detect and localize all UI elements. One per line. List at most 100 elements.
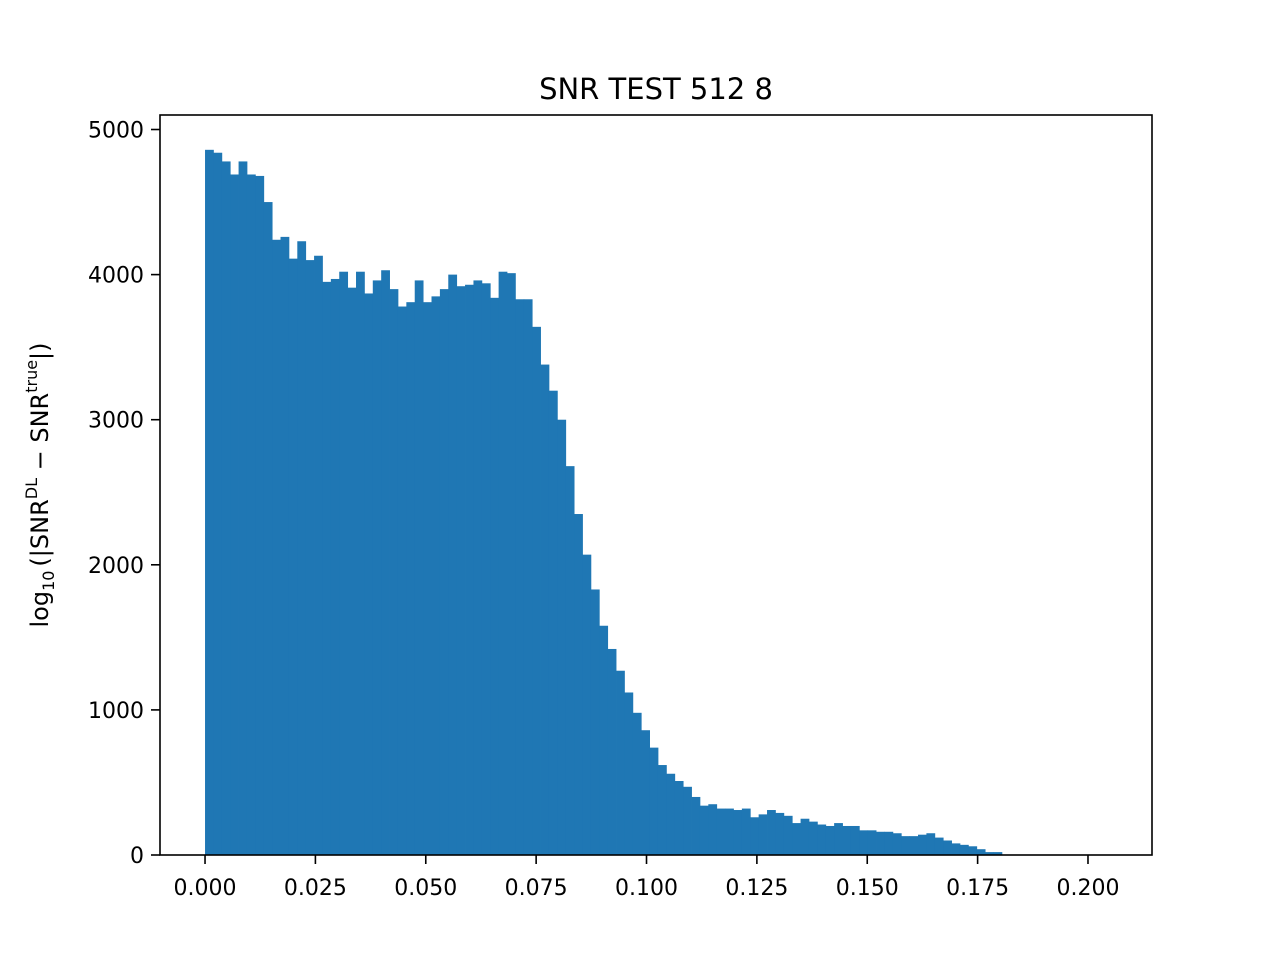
histogram-bar — [456, 286, 466, 856]
histogram-bar — [280, 236, 290, 855]
histogram-bar — [901, 836, 911, 855]
histogram-bar — [548, 390, 558, 855]
histogram-bar — [557, 419, 567, 855]
histogram-bar — [532, 326, 541, 856]
histogram-bar — [473, 280, 483, 855]
histogram-bar — [406, 302, 416, 855]
ylabel-snr-true: − SNR — [26, 393, 54, 478]
histogram-bar — [666, 773, 676, 855]
histogram-bar — [305, 260, 315, 856]
histogram-bar — [314, 255, 323, 855]
histogram-bar — [582, 554, 592, 855]
histogram-bar — [699, 805, 709, 855]
histogram-bar — [632, 712, 642, 855]
histogram-bar — [431, 296, 441, 855]
histogram-bar — [817, 824, 827, 855]
histogram-bar — [205, 149, 214, 855]
histogram-bar — [414, 280, 424, 855]
histogram-bar — [590, 589, 600, 855]
histogram-bar — [926, 833, 936, 855]
histogram-bar — [808, 821, 818, 855]
histogram-bar — [825, 825, 835, 855]
ylabel-superscript-dl: DL — [22, 478, 41, 499]
y-axis: 0 1000 2000 3000 4000 5000 — [88, 119, 160, 869]
y-tick-label: 4000 — [88, 264, 144, 289]
histogram-bar — [347, 287, 357, 855]
histogram-bar — [356, 271, 365, 856]
histogram-bar — [683, 786, 692, 855]
histogram-bar — [607, 648, 617, 855]
x-tick-label: 0.175 — [946, 876, 1009, 901]
histogram-bar — [876, 831, 885, 855]
histogram-bar — [657, 765, 667, 855]
y-tick-label: 2000 — [88, 554, 144, 579]
histogram-bar — [783, 815, 793, 855]
histogram-bar — [624, 692, 634, 855]
histogram-bar — [616, 670, 625, 855]
x-tick-label: 0.050 — [394, 876, 457, 901]
x-tick-label: 0.000 — [174, 876, 237, 901]
y-tick-label: 3000 — [88, 409, 144, 434]
histogram-bar — [733, 810, 743, 855]
histogram-bar — [246, 174, 256, 856]
histogram-bar — [397, 306, 407, 855]
ylabel-subscript: 10 — [39, 571, 58, 591]
histogram-bar — [448, 274, 458, 855]
histogram-bar — [959, 844, 969, 855]
histogram-bar — [716, 808, 726, 855]
histogram-bar — [649, 747, 659, 855]
histogram-bar — [918, 834, 927, 855]
x-axis: 0.000 0.025 0.050 0.075 0.100 0.125 0.150 0.175… — [174, 855, 1119, 901]
x-tick-label: 0.125 — [725, 876, 788, 901]
histogram-bar — [507, 273, 516, 855]
histogram-bar — [372, 280, 382, 855]
histogram-bar — [708, 804, 718, 855]
y-tick-label: 1000 — [88, 699, 144, 724]
histogram-bar — [909, 836, 919, 855]
histogram-bar — [943, 840, 952, 855]
histogram-bar — [515, 299, 525, 855]
y-tick-label: 5000 — [88, 119, 144, 144]
histogram-bar — [381, 270, 390, 855]
histogram-bar — [599, 625, 609, 855]
y-axis-label: log10 (|SNRDL − SNRtrue|) — [22, 342, 58, 627]
histogram-bar — [288, 258, 298, 855]
histogram-bar — [775, 812, 785, 855]
histogram-bar — [741, 808, 751, 855]
histogram-bar — [565, 466, 575, 855]
histogram-bar — [322, 281, 332, 855]
histogram-bar — [389, 289, 399, 855]
histogram-bar — [221, 161, 231, 855]
x-tick-label: 0.075 — [505, 876, 568, 901]
histogram-bar — [465, 284, 474, 855]
histogram-bar — [859, 830, 869, 855]
histogram-bar — [490, 297, 500, 855]
histogram-bar — [230, 174, 239, 856]
histogram-bar — [842, 825, 852, 855]
histogram-bar — [238, 161, 248, 855]
ylabel-log: log — [26, 591, 54, 628]
histogram-bar — [834, 823, 843, 855]
ylabel-snr-dl: (|SNR — [26, 499, 54, 566]
histogram-bar — [481, 283, 491, 855]
y-tick-label: 0 — [130, 844, 144, 869]
histogram-bar — [725, 808, 734, 855]
ylabel-close: |) — [26, 342, 54, 359]
histogram-bar — [951, 843, 961, 855]
histogram-bar — [263, 202, 273, 855]
histogram-bar — [213, 152, 223, 856]
histogram-bar — [750, 817, 760, 855]
histogram-bar — [767, 810, 776, 855]
histogram-bar — [641, 730, 650, 855]
histogram-bar — [976, 849, 986, 855]
histogram-bar — [330, 278, 340, 856]
histogram-bar — [339, 271, 349, 856]
histogram-bar — [423, 302, 432, 855]
histogram-bar — [968, 846, 978, 855]
ylabel-superscript-true: true — [22, 360, 41, 393]
histogram-bar — [867, 830, 877, 855]
histogram-bar — [993, 852, 1003, 855]
x-tick-label: 0.200 — [1056, 876, 1119, 901]
